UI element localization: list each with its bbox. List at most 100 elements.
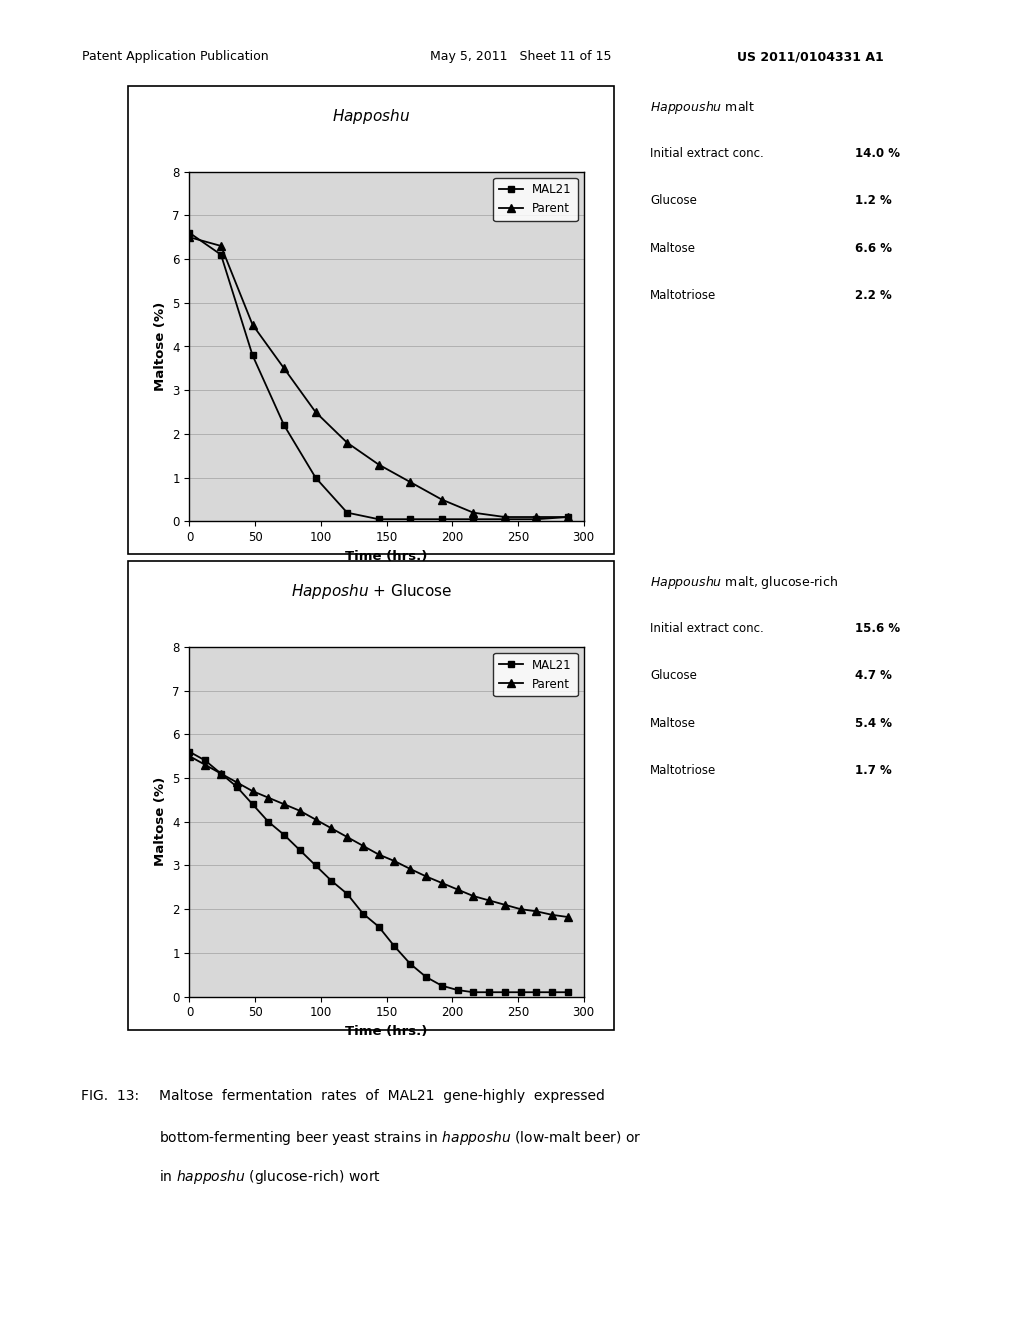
MAL21 xyxy=(420,969,432,985)
Text: Maltotriose: Maltotriose xyxy=(650,289,717,302)
Parent xyxy=(404,861,417,876)
Parent xyxy=(388,853,400,869)
Text: $\it{Happoshu}$: $\it{Happoshu}$ xyxy=(332,107,411,125)
Text: 15.6 %: 15.6 % xyxy=(855,622,900,635)
Parent xyxy=(499,510,511,525)
Text: Maltose: Maltose xyxy=(650,717,696,730)
MAL21 xyxy=(215,766,227,781)
Parent xyxy=(530,903,543,919)
MAL21 xyxy=(341,886,353,902)
Parent xyxy=(215,238,227,253)
Text: Maltose  fermentation  rates  of  MAL21  gene-highly  expressed: Maltose fermentation rates of MAL21 gene… xyxy=(159,1089,604,1104)
Parent xyxy=(341,829,353,845)
Parent xyxy=(373,846,385,862)
Text: May 5, 2011   Sheet 11 of 15: May 5, 2011 Sheet 11 of 15 xyxy=(430,50,611,63)
Parent xyxy=(247,783,259,799)
Parent xyxy=(562,510,574,525)
Text: Glucose: Glucose xyxy=(650,669,697,682)
Parent xyxy=(326,820,338,836)
Parent xyxy=(199,756,211,772)
Parent xyxy=(514,902,526,917)
MAL21 xyxy=(230,779,243,795)
MAL21 xyxy=(215,247,227,263)
Parent xyxy=(247,317,259,333)
MAL21 xyxy=(373,511,385,527)
Parent xyxy=(499,896,511,912)
MAL21 xyxy=(546,985,558,1001)
Text: US 2011/0104331 A1: US 2011/0104331 A1 xyxy=(737,50,884,63)
MAL21 xyxy=(562,985,574,1001)
Text: Initial extract conc.: Initial extract conc. xyxy=(650,147,764,160)
Parent xyxy=(278,360,290,376)
X-axis label: Time (hrs.): Time (hrs.) xyxy=(345,1024,428,1038)
Line: Parent: Parent xyxy=(185,752,572,921)
Text: $\it{Happoshu}$ + Glucose: $\it{Happoshu}$ + Glucose xyxy=(291,582,452,601)
MAL21 xyxy=(247,347,259,363)
Text: $\it{Happoushu}$ malt: $\it{Happoushu}$ malt xyxy=(650,99,755,116)
Text: Patent Application Publication: Patent Application Publication xyxy=(82,50,268,63)
MAL21 xyxy=(499,985,511,1001)
Text: 1.7 %: 1.7 % xyxy=(855,764,892,777)
Parent xyxy=(435,491,447,507)
Parent xyxy=(562,909,574,925)
Parent xyxy=(341,434,353,450)
MAL21 xyxy=(530,511,543,527)
Text: Glucose: Glucose xyxy=(650,194,697,207)
Line: MAL21: MAL21 xyxy=(186,230,571,523)
MAL21 xyxy=(467,511,479,527)
Parent xyxy=(183,230,196,246)
Parent xyxy=(467,888,479,904)
Text: FIG.  13:: FIG. 13: xyxy=(81,1089,139,1104)
Parent xyxy=(215,766,227,781)
Parent xyxy=(183,748,196,764)
MAL21 xyxy=(404,511,417,527)
MAL21 xyxy=(309,470,322,486)
MAL21 xyxy=(404,956,417,972)
MAL21 xyxy=(467,985,479,1001)
Parent xyxy=(452,882,464,898)
Parent xyxy=(356,838,369,854)
MAL21 xyxy=(262,813,274,830)
Text: 6.6 %: 6.6 % xyxy=(855,242,892,255)
MAL21 xyxy=(373,919,385,935)
Parent xyxy=(294,803,306,818)
Parent xyxy=(483,892,496,908)
Text: 4.7 %: 4.7 % xyxy=(855,669,892,682)
Parent xyxy=(420,869,432,884)
Text: 5.4 %: 5.4 % xyxy=(855,717,892,730)
MAL21 xyxy=(278,417,290,433)
MAL21 xyxy=(183,224,196,240)
Text: 14.0 %: 14.0 % xyxy=(855,147,900,160)
Text: Maltotriose: Maltotriose xyxy=(650,764,717,777)
MAL21 xyxy=(452,982,464,998)
Parent xyxy=(309,404,322,420)
Text: 1.2 %: 1.2 % xyxy=(855,194,892,207)
MAL21 xyxy=(356,906,369,921)
Legend: MAL21, Parent: MAL21, Parent xyxy=(494,177,578,222)
Parent xyxy=(262,789,274,805)
MAL21 xyxy=(278,826,290,842)
Text: Initial extract conc.: Initial extract conc. xyxy=(650,622,764,635)
MAL21 xyxy=(294,842,306,858)
MAL21 xyxy=(341,504,353,520)
Parent xyxy=(309,812,322,828)
Line: Parent: Parent xyxy=(185,234,572,521)
Parent xyxy=(278,796,290,812)
Text: Maltose: Maltose xyxy=(650,242,696,255)
Parent xyxy=(546,907,558,923)
MAL21 xyxy=(530,985,543,1001)
Parent xyxy=(373,457,385,473)
MAL21 xyxy=(514,985,526,1001)
Text: $\it{Happoushu}$ malt, glucose-rich: $\it{Happoushu}$ malt, glucose-rich xyxy=(650,574,839,591)
Parent xyxy=(230,775,243,791)
Text: 2.2 %: 2.2 % xyxy=(855,289,892,302)
MAL21 xyxy=(435,978,447,994)
Line: MAL21: MAL21 xyxy=(186,748,571,995)
MAL21 xyxy=(483,985,496,1001)
Y-axis label: Maltose (%): Maltose (%) xyxy=(154,302,167,391)
Parent xyxy=(530,510,543,525)
MAL21 xyxy=(326,873,338,888)
Parent xyxy=(404,474,417,490)
Text: bottom-fermenting beer yeast strains in $\it{happoshu}$ (low-malt beer) or: bottom-fermenting beer yeast strains in … xyxy=(159,1129,641,1147)
Legend: MAL21, Parent: MAL21, Parent xyxy=(494,652,578,697)
